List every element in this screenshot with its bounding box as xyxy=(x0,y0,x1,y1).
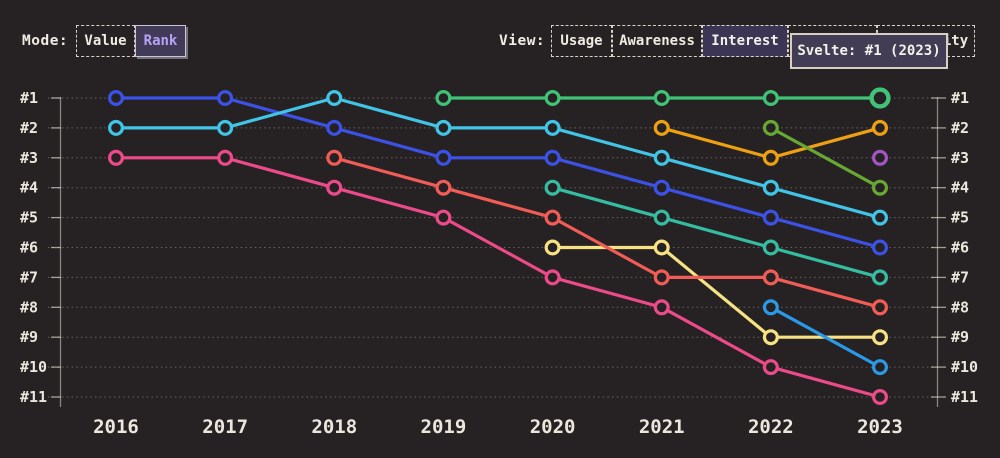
left-rank-label-2: #2 xyxy=(20,119,38,137)
view-option-awareness[interactable]: Awareness xyxy=(612,25,702,57)
year-label-2022: 2022 xyxy=(748,416,794,438)
marker-series-pink-2017[interactable] xyxy=(217,149,234,166)
right-rank-label-1: #1 xyxy=(951,89,969,107)
marker-series-pink-2022[interactable] xyxy=(762,359,779,376)
marker-series-teal-2020[interactable] xyxy=(544,179,561,196)
left-rank-label-5: #5 xyxy=(20,209,38,227)
marker-Svelte-2023-highlighted[interactable] xyxy=(869,87,891,109)
year-label-2018: 2018 xyxy=(311,416,357,438)
left-rank-label-8: #8 xyxy=(20,298,38,316)
left-rank-label-4: #4 xyxy=(20,179,38,197)
line-series-sky-blue xyxy=(769,305,882,369)
chart-tooltip-text: Svelte: #1 (2023) xyxy=(797,43,941,59)
marker-series-pink-2019[interactable] xyxy=(435,209,452,226)
year-label-2021: 2021 xyxy=(639,416,685,438)
right-rank-label-4: #4 xyxy=(951,179,969,197)
marker-series-coral-2023[interactable] xyxy=(871,299,888,316)
marker-series-royal-blue-2017[interactable] xyxy=(217,89,234,106)
marker-series-coral-2021[interactable] xyxy=(653,269,670,286)
marker-series-coral-2018[interactable] xyxy=(326,149,343,166)
right-rank-label-8: #8 xyxy=(951,298,969,316)
marker-series-cyan-2018[interactable] xyxy=(326,89,343,106)
line-series-teal xyxy=(550,186,882,279)
marker-series-cyan-2022[interactable] xyxy=(762,179,779,196)
right-rank-label-6: #6 xyxy=(951,239,969,257)
view-option-interest[interactable]: Interest xyxy=(702,25,788,57)
marker-series-orange-2023[interactable] xyxy=(871,119,888,136)
marker-series-teal-2022[interactable] xyxy=(762,239,779,256)
left-rank-label-9: #9 xyxy=(20,328,38,346)
right-rank-label-5: #5 xyxy=(951,209,969,227)
marker-series-purple-2023[interactable] xyxy=(871,149,888,166)
mode-label: Mode: xyxy=(22,33,69,49)
marker-series-pink-2021[interactable] xyxy=(653,299,670,316)
marker-series-royal-blue-2022[interactable] xyxy=(762,209,779,226)
marker-series-cyan-2021[interactable] xyxy=(653,149,670,166)
marker-series-pink-2020[interactable] xyxy=(544,269,561,286)
left-rank-label-11: #11 xyxy=(20,388,47,406)
line-series-coral xyxy=(332,156,882,309)
year-label-2016: 2016 xyxy=(93,416,139,438)
marker-series-royal-blue-2021[interactable] xyxy=(653,179,670,196)
year-label-2020: 2020 xyxy=(530,416,576,438)
marker-Svelte-2020[interactable] xyxy=(544,89,561,106)
marker-series-yellow-2023[interactable] xyxy=(871,329,888,346)
marker-series-pink-2018[interactable] xyxy=(326,179,343,196)
marker-series-teal-2021[interactable] xyxy=(653,209,670,226)
marker-series-yellow-2020[interactable] xyxy=(544,239,561,256)
marker-series-cyan-2023[interactable] xyxy=(871,209,888,226)
marker-series-pink-2016[interactable] xyxy=(107,149,124,166)
marker-series-royal-blue-2023[interactable] xyxy=(871,239,888,256)
year-label-2019: 2019 xyxy=(421,416,467,438)
marker-series-coral-2020[interactable] xyxy=(544,209,561,226)
left-rank-label-1: #1 xyxy=(20,89,38,107)
line-series-cyan xyxy=(114,96,882,220)
marker-series-royal-blue-2016[interactable] xyxy=(107,89,124,106)
marker-series-sky-blue-2023[interactable] xyxy=(871,359,888,376)
marker-series-coral-2019[interactable] xyxy=(435,179,452,196)
year-label-2023: 2023 xyxy=(857,416,903,438)
left-rank-label-3: #3 xyxy=(20,149,38,167)
marker-series-pink-2023[interactable] xyxy=(871,389,888,406)
marker-series-cyan-2016[interactable] xyxy=(107,119,124,136)
right-rank-label-10: #10 xyxy=(951,358,978,376)
marker-series-royal-blue-2019[interactable] xyxy=(435,149,452,166)
marker-series-olive-green-2023[interactable] xyxy=(871,179,888,196)
marker-Svelte-2021[interactable] xyxy=(653,89,670,106)
right-rank-label-2: #2 xyxy=(951,119,969,137)
line-series-pink xyxy=(114,156,882,399)
line-series-royal-blue xyxy=(114,96,882,250)
mode-option-rank[interactable]: Rank xyxy=(135,25,186,57)
marker-series-yellow-2021[interactable] xyxy=(653,239,670,256)
marker-series-royal-blue-2020[interactable] xyxy=(544,149,561,166)
chart-tooltip: Svelte: #1 (2023) xyxy=(790,33,948,69)
marker-series-cyan-2019[interactable] xyxy=(435,119,452,136)
marker-Svelte-2022[interactable] xyxy=(762,89,779,106)
marker-series-royal-blue-2018[interactable] xyxy=(326,119,343,136)
right-rank-label-11: #11 xyxy=(951,388,978,406)
left-rank-label-10: #10 xyxy=(20,358,47,376)
right-rank-label-7: #7 xyxy=(951,268,969,286)
right-rank-label-9: #9 xyxy=(951,328,969,346)
right-rank-label-3: #3 xyxy=(951,149,969,167)
marker-series-coral-2022[interactable] xyxy=(762,269,779,286)
mode-option-value[interactable]: Value xyxy=(76,25,135,57)
marker-series-olive-green-2022[interactable] xyxy=(762,119,779,136)
marker-series-teal-2023[interactable] xyxy=(871,269,888,286)
year-label-2017: 2017 xyxy=(202,416,248,438)
left-rank-label-7: #7 xyxy=(20,268,38,286)
marker-series-sky-blue-2022[interactable] xyxy=(762,299,779,316)
view-label: View: xyxy=(499,33,546,49)
marker-series-orange-2021[interactable] xyxy=(653,119,670,136)
marker-series-orange-2022[interactable] xyxy=(762,149,779,166)
marker-series-yellow-2022[interactable] xyxy=(762,329,779,346)
marker-Svelte-2019[interactable] xyxy=(435,89,452,106)
line-series-olive-green xyxy=(769,126,882,190)
view-option-usage[interactable]: Usage xyxy=(551,25,612,57)
marker-series-cyan-2020[interactable] xyxy=(544,119,561,136)
marker-series-cyan-2017[interactable] xyxy=(217,119,234,136)
left-rank-label-6: #6 xyxy=(20,239,38,257)
